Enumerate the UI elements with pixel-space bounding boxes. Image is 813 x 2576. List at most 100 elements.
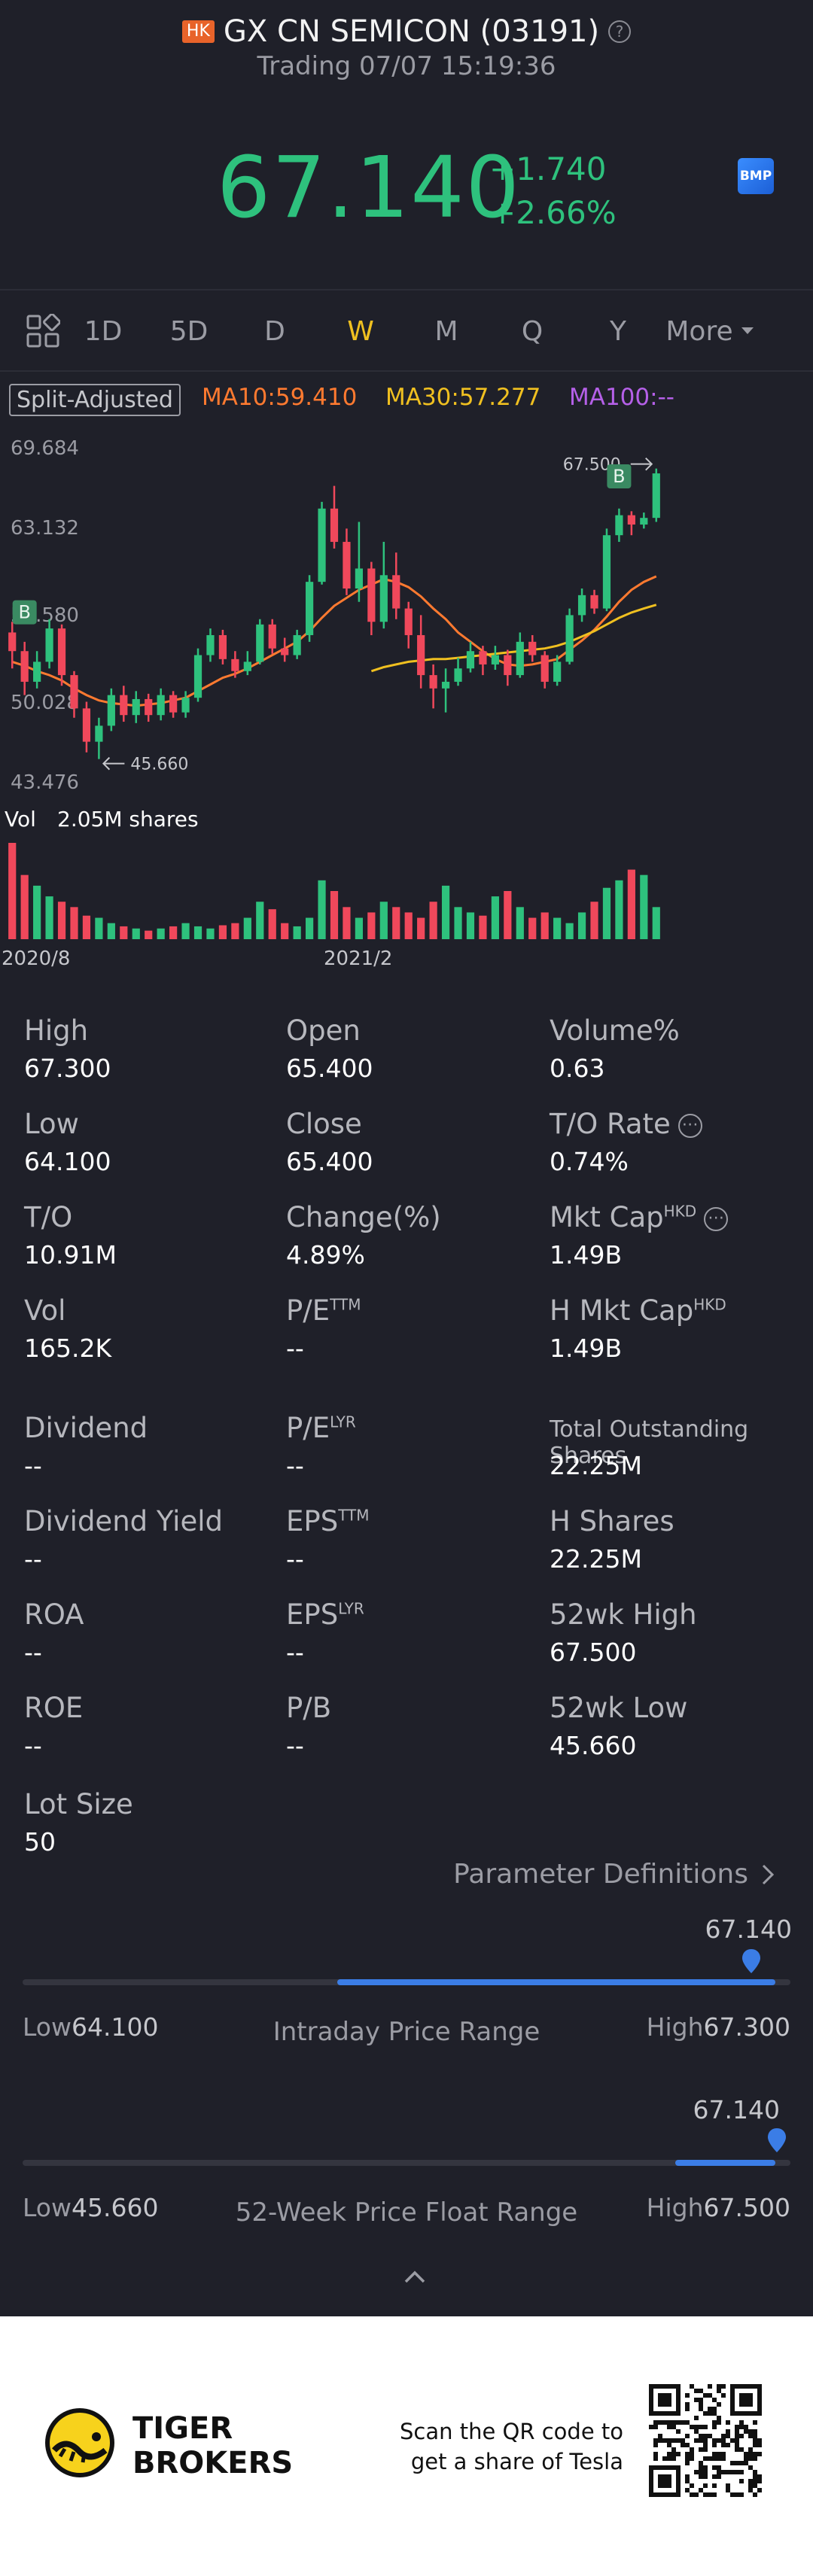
candle-body [429,675,437,689]
stat-label-text: Dividend Yield [24,1505,223,1537]
tab-month[interactable]: M [434,315,458,347]
candles [8,468,660,759]
y-axis-label: 50.028 [11,692,79,714]
volume-bar [479,915,487,939]
stat-value: 165.2K [24,1334,112,1363]
qr-code [649,2384,762,2497]
stat-label: P/B [286,1692,331,1724]
tab-quarter[interactable]: Q [521,315,544,347]
candle-body [181,698,190,713]
stock-title: GX CN SEMICON (03191) [223,14,600,49]
stat-label: ROA [24,1598,84,1631]
week52-range-title: 52-Week Price Float Range [235,2197,578,2228]
x-axis-labels: 2020/8 2021/2 [2,947,392,970]
candle-body [57,628,66,676]
volume-bar [120,926,128,939]
title-row: HK GX CN SEMICON (03191) ? [0,9,813,54]
stat-label-superscript: LYR [338,1599,364,1618]
candle-body [367,568,376,622]
candle-body [404,608,413,635]
volume-label: Vol [5,807,36,832]
volume-bar [193,926,202,939]
stat-label: Vol [24,1294,65,1327]
volume-bar [553,917,562,939]
intraday-high-value: 67.300 [703,2012,790,2042]
volume-bar [45,896,53,939]
volume-bar [330,891,339,939]
volume-bar [441,885,450,939]
candle-body [640,518,648,525]
candle-body [417,634,425,676]
brand-name-line2: BROKERS [132,2446,294,2480]
tab-day[interactable]: D [264,315,285,347]
candle-body [145,698,153,716]
period-tabs: 1D 5D D W M Q Y More [0,301,813,361]
stat-label[interactable]: T/O Rate ⋯ [550,1108,702,1140]
grid-layout-icon[interactable] [26,314,60,348]
stat-value: 50 [24,1827,56,1857]
candle-body [218,634,227,659]
tab-1d[interactable]: 1D [84,315,123,347]
candle-body [528,641,537,655]
stat-value: -- [24,1638,42,1667]
stat-label-text: 52wk High [550,1598,697,1631]
candle-body [479,651,487,665]
volume-bar [206,928,215,939]
candle-body [454,668,462,682]
tab-week[interactable]: W [347,315,374,347]
week52-high-label: High [646,2193,704,2222]
volume-bar [8,843,17,939]
week52-range-track [23,2160,790,2166]
candle-body [504,655,512,676]
volume-bar [355,917,364,939]
volume-bar [417,917,425,939]
candle-body [627,515,635,525]
help-icon[interactable]: ? [608,20,632,43]
tab-5d[interactable]: 5D [169,315,209,347]
stat-value: -- [286,1544,304,1574]
volume-bar [565,923,574,939]
more-info-icon[interactable]: ⋯ [678,1113,702,1138]
promo-text-line2: get a share of Tesla [410,2449,623,2474]
ma10-label: MA10:59.410 [202,384,358,411]
volume-bar [528,917,537,939]
volume-bar [20,874,29,939]
stat-label-text: P/E [286,1412,330,1444]
tab-more[interactable]: More [661,316,759,347]
volume-bar [157,928,165,939]
candle-body [256,624,264,662]
intraday-current-price: 67.140 [705,1915,792,1944]
price-change-percent: +2.66% [489,194,617,231]
stat-label: P/ETTM [286,1294,361,1327]
stat-label: Volume% [550,1014,680,1047]
week52-range-fill [675,2160,775,2166]
chevron-up-icon[interactable] [403,2265,426,2288]
stat-value: -- [286,1334,304,1363]
stat-label[interactable]: Mkt CapHKD ⋯ [550,1201,729,1233]
stat-label-text: ROA [24,1598,84,1631]
stat-label-superscript: HKD [693,1295,726,1314]
stat-label-text: ROE [24,1692,84,1724]
stat-label: H Shares [550,1505,674,1537]
divider [0,289,813,290]
more-info-icon[interactable]: ⋯ [704,1206,729,1231]
stat-label-text: Lot Size [24,1788,133,1820]
bmp-icon[interactable]: BMP [738,158,774,194]
volume-bar [132,928,140,939]
week52-current-price: 67.140 [693,2095,780,2124]
candle-body [107,695,115,726]
stat-label-text: Close [286,1108,362,1140]
stat-label-text: H Shares [550,1505,674,1537]
stat-label: Open [286,1014,361,1047]
tab-year[interactable]: Y [610,315,626,347]
stat-label: P/ELYR [286,1412,356,1444]
candle-body [45,628,53,662]
location-pin-icon [742,1949,760,1973]
split-adjusted-toggle[interactable]: Split-Adjusted [9,384,181,416]
stat-label-text: Volume% [550,1014,680,1047]
volume-bar [181,923,190,939]
stat-label-text: T/O [24,1201,73,1233]
parameter-definitions-link[interactable]: Parameter Definitions [453,1859,774,1890]
